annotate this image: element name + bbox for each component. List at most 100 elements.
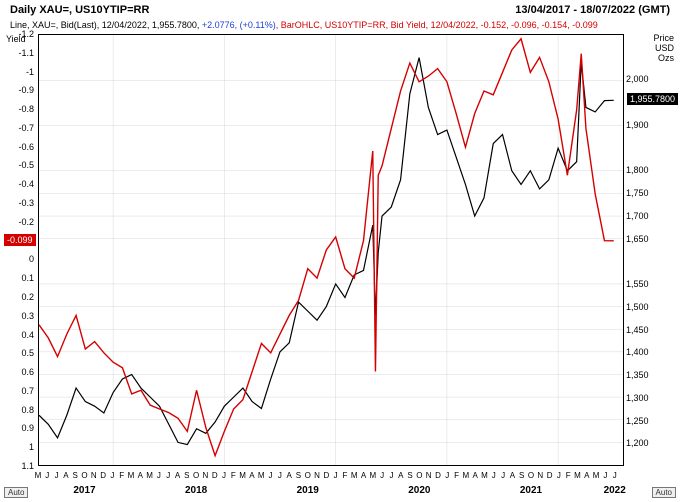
x-tick-month: M xyxy=(128,471,135,480)
y-tick-right: 1,400 xyxy=(626,347,676,357)
y-tick-right: 1,350 xyxy=(626,370,676,380)
x-tick-month: J xyxy=(557,471,561,480)
y-tick-left: 0.5 xyxy=(4,348,34,358)
x-tick-month: J xyxy=(445,471,449,480)
chart-title-left: Daily XAU=, US10YTIP=RR xyxy=(10,4,149,16)
y-tick-right: 1,450 xyxy=(626,325,676,335)
x-tick-month: S xyxy=(184,471,189,480)
x-year-label: 2019 xyxy=(297,485,319,496)
y-tick-left: -0.9 xyxy=(4,85,34,95)
y-tick-left: 0.3 xyxy=(4,311,34,321)
x-tick-month: N xyxy=(314,471,320,480)
x-tick-month: D xyxy=(212,471,218,480)
x-tick-month: J xyxy=(278,471,282,480)
x-year-label: 2018 xyxy=(185,485,207,496)
subtitle-part: Line, XAU=, Bid(Last), 12/04/2022, 1,955… xyxy=(10,20,202,30)
x-year-label: 2021 xyxy=(520,485,542,496)
x-tick-month: A xyxy=(473,471,478,480)
y-tick-left: -1.2 xyxy=(4,29,34,39)
chart-container: Daily XAU=, US10YTIP=RR 13/04/2017 - 18/… xyxy=(0,0,680,502)
x-tick-month: M xyxy=(593,471,600,480)
x-tick-month: F xyxy=(119,471,124,480)
y-tick-right: 1,750 xyxy=(626,188,676,198)
x-tick-month: M xyxy=(574,471,581,480)
y-tick-left: -0.3 xyxy=(4,198,34,208)
auto-button-right[interactable]: Auto xyxy=(652,487,676,498)
x-tick-month: M xyxy=(351,471,358,480)
x-tick-month: M xyxy=(463,471,470,480)
x-tick-month: J xyxy=(45,471,49,480)
x-tick-month: A xyxy=(249,471,254,480)
x-tick-month: J xyxy=(157,471,161,480)
y-tick-right: 1,300 xyxy=(626,393,676,403)
y-tick-left: -1.1 xyxy=(4,48,34,58)
x-tick-month: M xyxy=(370,471,377,480)
y-tick-left: 0.8 xyxy=(4,405,34,415)
left-value-flag: -0.099 xyxy=(4,234,36,246)
x-tick-month: A xyxy=(138,471,143,480)
y-tick-left: 1.1 xyxy=(4,461,34,471)
x-year-label: 2020 xyxy=(408,485,430,496)
x-tick-month: O xyxy=(81,471,87,480)
x-tick-month: A xyxy=(398,471,403,480)
subtitle-row: Line, XAU=, Bid(Last), 12/04/2022, 1,955… xyxy=(10,20,670,30)
y-tick-right: 1,500 xyxy=(626,302,676,312)
x-tick-month: D xyxy=(323,471,329,480)
y-tick-left: 0.6 xyxy=(4,367,34,377)
x-tick-month: N xyxy=(91,471,97,480)
x-tick-month: J xyxy=(603,471,607,480)
x-tick-month: O xyxy=(416,471,422,480)
x-year-label: 2022 xyxy=(604,485,626,496)
y-tick-left: -0.5 xyxy=(4,160,34,170)
x-tick-month: F xyxy=(566,471,571,480)
subtitle-part: +2.0776, (+0.11%) xyxy=(202,20,276,30)
y-tick-left: -1 xyxy=(4,67,34,77)
y-tick-left: -0.2 xyxy=(4,217,34,227)
x-tick-month: A xyxy=(63,471,68,480)
x-tick-month: O xyxy=(528,471,534,480)
title-row: Daily XAU=, US10YTIP=RR 13/04/2017 - 18/… xyxy=(10,4,670,16)
y-tick-left: 0.4 xyxy=(4,330,34,340)
x-tick-month: M xyxy=(481,471,488,480)
x-tick-month: N xyxy=(426,471,432,480)
auto-button-left[interactable]: Auto xyxy=(4,487,28,498)
x-tick-month: N xyxy=(537,471,543,480)
x-tick-month: S xyxy=(296,471,301,480)
x-tick-month: J xyxy=(222,471,226,480)
right-value-flag: 1,955.7800 xyxy=(627,93,678,105)
x-tick-month: J xyxy=(613,471,617,480)
y-tick-right: 2,000 xyxy=(626,74,676,84)
plot-area xyxy=(38,34,624,466)
x-tick-month: M xyxy=(258,471,265,480)
y-tick-right: 1,200 xyxy=(626,438,676,448)
y-tick-left: 0.2 xyxy=(4,292,34,302)
x-tick-month: F xyxy=(231,471,236,480)
y-tick-left: 0.1 xyxy=(4,273,34,283)
x-tick-month: M xyxy=(239,471,246,480)
x-tick-month: D xyxy=(100,471,106,480)
subtitle-part: , BarOHLC, US10YTIP=RR, Bid Yield, 12/04… xyxy=(276,20,598,30)
y-tick-right: 1,700 xyxy=(626,211,676,221)
x-tick-month: S xyxy=(519,471,524,480)
x-tick-month: O xyxy=(305,471,311,480)
y-tick-left: -0.8 xyxy=(4,104,34,114)
x-tick-month: J xyxy=(492,471,496,480)
x-tick-month: J xyxy=(110,471,114,480)
y-tick-right: 1,550 xyxy=(626,279,676,289)
y-tick-left: -0.7 xyxy=(4,123,34,133)
rr-line xyxy=(39,39,614,456)
y-tick-right: 1,900 xyxy=(626,120,676,130)
y-tick-left: 0.9 xyxy=(4,423,34,433)
x-tick-month: J xyxy=(334,471,338,480)
y-tick-left: 0 xyxy=(4,254,34,264)
x-tick-month: N xyxy=(203,471,209,480)
x-tick-month: J xyxy=(269,471,273,480)
x-tick-month: A xyxy=(510,471,515,480)
x-tick-month: A xyxy=(286,471,291,480)
x-tick-month: A xyxy=(361,471,366,480)
x-tick-month: A xyxy=(584,471,589,480)
x-tick-month: D xyxy=(435,471,441,480)
x-tick-month: S xyxy=(73,471,78,480)
right-axis-label: PriceUSDOzs xyxy=(653,34,674,64)
x-tick-month: F xyxy=(454,471,459,480)
